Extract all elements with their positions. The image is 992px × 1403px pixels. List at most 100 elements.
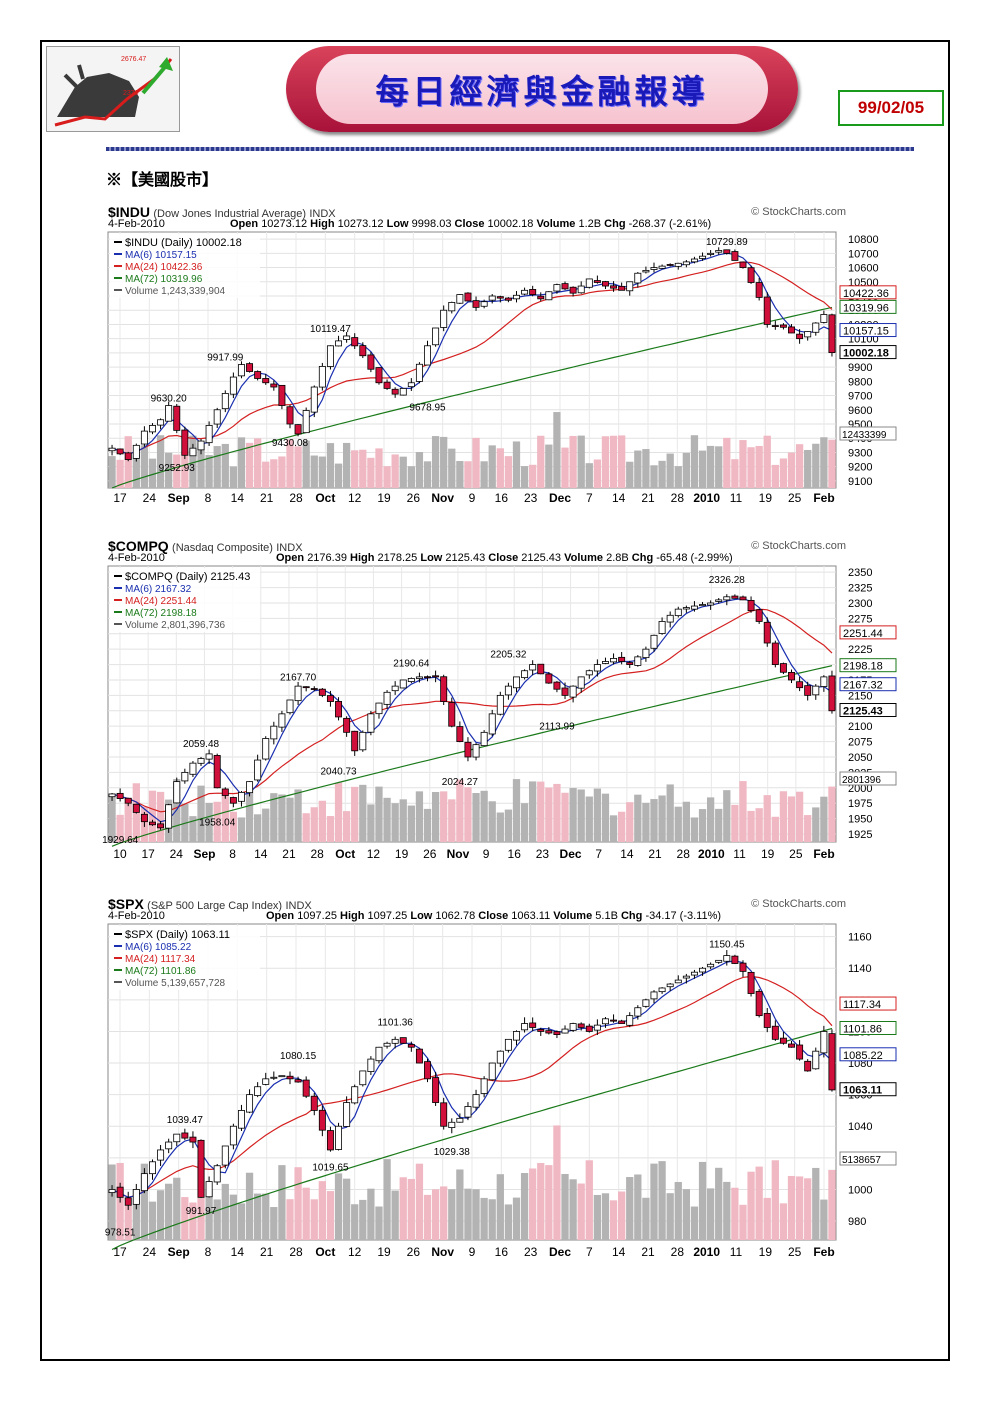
candle-body [278, 384, 286, 406]
volume-bar [787, 1175, 796, 1240]
volume-bar [480, 461, 488, 488]
candle-body [561, 283, 569, 290]
volume-bar [747, 447, 755, 488]
candle-body [116, 792, 124, 799]
candle-body [626, 1015, 634, 1026]
volume-bar [359, 784, 367, 842]
candle-body [723, 249, 731, 254]
volume-bar [804, 449, 812, 488]
candle-body [513, 676, 520, 689]
volume-bar [593, 459, 602, 488]
candle-body [108, 447, 116, 452]
candle-body [618, 656, 626, 662]
close-value: 10002.18 [487, 218, 534, 230]
candle-body [723, 596, 731, 601]
candle-body [448, 302, 456, 312]
candle-body [642, 999, 650, 1007]
candle-body [755, 609, 763, 622]
volume-bar [585, 463, 593, 488]
x-tick-label: 11 [730, 491, 743, 505]
tag-ma6-box [839, 1047, 897, 1062]
x-tick-label: 9 [483, 847, 490, 861]
chart-plot: 1080010700106001050010400103001020010100… [107, 231, 897, 505]
volume-bar [148, 458, 157, 488]
candle-body [715, 250, 723, 253]
legend-ma72: MA(72) 2198.18 [125, 608, 197, 619]
volume-bar [367, 1188, 375, 1240]
volume-bar [537, 781, 545, 842]
volume-bar [464, 1188, 472, 1240]
volume-bar [512, 779, 521, 842]
volume-bar [804, 815, 812, 842]
volume-bar [496, 1174, 504, 1240]
legend-box [110, 568, 260, 632]
ma24-line [111, 261, 833, 455]
candle-body [205, 425, 213, 444]
candle-body [763, 1012, 771, 1028]
candle-body [650, 267, 658, 270]
legend-ma24: MA(24) 10422.36 [125, 262, 203, 273]
volume-bar [302, 813, 310, 842]
candle-body [771, 325, 779, 327]
price-annotation: 9917.99 [207, 353, 244, 364]
x-tick-label: 21 [260, 1245, 274, 1259]
volume-bar [391, 454, 399, 488]
candle-body [820, 1031, 828, 1054]
candle-body [310, 1095, 318, 1111]
tag-close: 1063.11 [843, 1085, 882, 1097]
volume-bar [423, 808, 432, 842]
volume-bar [545, 444, 553, 488]
legend-ma72: MA(72) 1101.86 [125, 966, 196, 977]
candle-body [488, 713, 496, 735]
volume-bar [674, 806, 682, 842]
candle-body [472, 300, 480, 308]
volume-bar [342, 442, 351, 488]
candle-body [415, 676, 423, 679]
candle-body [205, 1181, 213, 1198]
candle-body [569, 286, 577, 294]
candle-body [432, 327, 440, 346]
volume-bar [828, 1169, 836, 1240]
page-title: 每日經濟與金融報導 [375, 72, 709, 111]
candle-body [779, 1037, 787, 1044]
volume-bar [254, 814, 262, 842]
volume-bar [448, 1189, 456, 1240]
candle-body [796, 1044, 804, 1060]
tag-close: 2125.43 [843, 706, 883, 718]
volume-bar [642, 802, 650, 842]
volume-bar [529, 781, 537, 842]
candle-body [804, 685, 812, 696]
y-tick-label: 2050 [848, 752, 872, 764]
chart-indu: $INDU (Dow Jones Industrial Average) IND… [107, 204, 897, 514]
volume-bar [197, 785, 205, 842]
candle-body [521, 289, 529, 295]
candle-body [545, 291, 553, 301]
volume-bar [221, 1183, 229, 1240]
candle-body [545, 1030, 553, 1034]
candle-body [707, 602, 715, 606]
y-tick-label: 2000 [848, 783, 872, 795]
candle-body [658, 987, 666, 993]
volume-bar [828, 439, 836, 488]
volume-bar [116, 814, 124, 842]
chart-exchange: INDX [276, 542, 303, 554]
volume-bar [383, 466, 391, 488]
candle-body [690, 605, 698, 610]
candle-body [132, 1189, 140, 1205]
volume-bar [520, 1173, 529, 1240]
candle-body [658, 621, 666, 634]
y-tick-label: 2225 [848, 644, 872, 656]
legend-box [110, 926, 260, 990]
x-tick-label: Oct [315, 1245, 335, 1259]
volume-bar [375, 786, 383, 842]
candle-body [731, 251, 739, 261]
candle-body [326, 1130, 334, 1151]
volume-bar [690, 817, 699, 842]
candle-body [189, 1136, 197, 1143]
x-tick-label: Dec [560, 847, 582, 861]
candle-body [124, 1197, 132, 1206]
tag-ma24-box [839, 996, 897, 1011]
candle-body [181, 429, 189, 456]
y-tick-label: 2075 [848, 737, 872, 749]
y-tick-label: 9900 [848, 362, 872, 374]
